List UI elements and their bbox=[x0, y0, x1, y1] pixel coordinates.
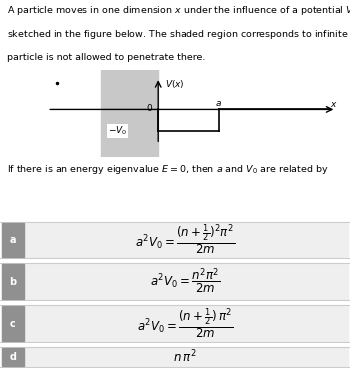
Bar bbox=[2, 348, 348, 366]
Text: A particle moves in one dimension $x$ under the influence of a potential $V(x)$ : A particle moves in one dimension $x$ un… bbox=[7, 4, 350, 17]
Bar bbox=[2, 222, 24, 258]
Text: $a^2V_0 = \dfrac{n^2\pi^2}{2m}$: $a^2V_0 = \dfrac{n^2\pi^2}{2m}$ bbox=[150, 267, 220, 296]
Text: c: c bbox=[10, 319, 16, 329]
Text: If there is an energy eigenvalue $E = 0$, then $a$ and $V_0$ are related by: If there is an energy eigenvalue $E = 0$… bbox=[7, 163, 329, 176]
Bar bbox=[2, 348, 24, 366]
Text: b: b bbox=[9, 277, 16, 287]
Bar bbox=[2, 306, 348, 341]
Text: $-V_0$: $-V_0$ bbox=[108, 125, 127, 137]
Text: $a^2V_0 = \dfrac{(n+\frac{1}{2})^2\pi^2}{2m}$: $a^2V_0 = \dfrac{(n+\frac{1}{2})^2\pi^2}… bbox=[135, 223, 235, 257]
Text: $0$: $0$ bbox=[146, 102, 153, 113]
Text: $x$: $x$ bbox=[330, 100, 338, 108]
Bar bbox=[2, 264, 348, 299]
Text: d: d bbox=[9, 352, 16, 362]
Bar bbox=[101, 70, 158, 157]
Text: a: a bbox=[10, 235, 16, 245]
Text: sketched in the figure below. The shaded region corresponds to infinite $V$, i.e: sketched in the figure below. The shaded… bbox=[7, 28, 350, 41]
Text: $a^2V_0 = \dfrac{(n+\frac{1}{2})\,\pi^2}{2m}$: $a^2V_0 = \dfrac{(n+\frac{1}{2})\,\pi^2}… bbox=[137, 306, 233, 341]
Text: $V(x)$: $V(x)$ bbox=[165, 78, 185, 90]
Text: particle is not allowed to penetrate there.: particle is not allowed to penetrate the… bbox=[7, 53, 205, 62]
Bar bbox=[2, 222, 348, 258]
Text: $n\,\pi^2$: $n\,\pi^2$ bbox=[173, 349, 197, 365]
Bar bbox=[2, 306, 24, 341]
Bar bbox=[2, 264, 24, 299]
Text: $a$: $a$ bbox=[215, 99, 222, 108]
